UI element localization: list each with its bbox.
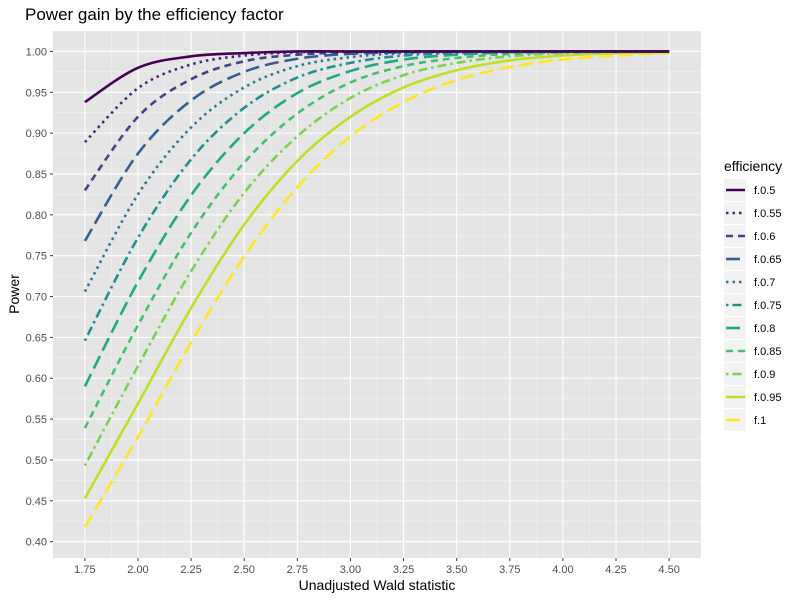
y-axis-ticks: 0.40 0.45 0.50 0.55 0.60 0.65 0.70 0.75 0.80 0.85… <box>26 46 53 549</box>
legend-label: f.0.55 <box>754 208 782 220</box>
y-tick-label: 0.65 <box>26 332 47 344</box>
x-axis-ticks: 1.75 2.00 2.25 2.50 2.75 3.00 3.25 3.50 3.75 4.00… <box>74 558 680 576</box>
x-tick-label: 4.00 <box>552 564 573 576</box>
y-tick-label: 0.40 <box>26 537 47 549</box>
legend-label: f.0.85 <box>754 346 782 358</box>
x-tick-label: 2.75 <box>287 564 308 576</box>
y-tick-label: 0.50 <box>26 455 47 467</box>
y-tick-label: 1.00 <box>26 46 47 58</box>
series-line-f-1 <box>83 51 670 528</box>
series-lines <box>83 50 670 528</box>
chart-title: Power gain by the efficiency factor <box>25 5 284 24</box>
x-tick-label: 2.25 <box>180 564 201 576</box>
x-tick-label: 2.50 <box>234 564 255 576</box>
x-tick-label: 3.75 <box>499 564 520 576</box>
legend-label: f.1 <box>754 415 766 427</box>
legend-key-bg <box>724 340 746 362</box>
legend-label: f.0.95 <box>754 392 782 404</box>
y-tick-label: 0.90 <box>26 128 47 140</box>
series-line-f-0-95 <box>83 50 670 499</box>
series-line-f-0-8 <box>83 50 670 388</box>
y-axis-label: Power <box>6 274 22 314</box>
legend-label: f.0.8 <box>754 323 775 335</box>
y-tick-label: 0.45 <box>26 496 47 508</box>
y-tick-label: 0.95 <box>26 87 47 99</box>
y-tick-label: 0.55 <box>26 414 47 426</box>
legend-title: efficiency <box>724 158 782 174</box>
x-tick-label: 3.00 <box>340 564 361 576</box>
y-tick-label: 0.70 <box>26 292 47 304</box>
legend-label: f.0.6 <box>754 231 775 243</box>
x-axis-label: Unadjusted Wald statistic <box>299 577 456 593</box>
series-line-f-0-5 <box>84 50 670 104</box>
series-line-f-0-55 <box>83 50 670 144</box>
x-tick-label: 2.00 <box>127 564 148 576</box>
legend: efficiency f.0.5 f.0.55 f.0.6 f.0.65 f.0.7 f.… <box>724 158 782 431</box>
legend-label: f.0.75 <box>754 300 782 312</box>
x-tick-label: 4.50 <box>658 564 679 576</box>
legend-key-bg <box>724 225 746 247</box>
legend-label: f.0.9 <box>754 369 775 381</box>
y-tick-label: 0.75 <box>26 251 47 263</box>
legend-label: f.0.5 <box>754 185 775 197</box>
y-tick-label: 0.60 <box>26 373 47 385</box>
legend-label: f.0.65 <box>754 254 782 266</box>
x-tick-label: 1.75 <box>74 564 95 576</box>
y-tick-label: 0.80 <box>26 210 47 222</box>
x-tick-label: 3.25 <box>393 564 414 576</box>
x-tick-label: 4.25 <box>605 564 626 576</box>
series-line-f-0-9 <box>83 50 670 467</box>
legend-label: f.0.7 <box>754 277 775 289</box>
x-tick-label: 3.50 <box>446 564 467 576</box>
y-tick-label: 0.85 <box>26 169 47 181</box>
series-line-f-0-65 <box>83 50 670 242</box>
